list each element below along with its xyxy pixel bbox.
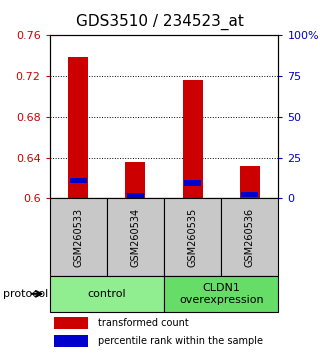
Bar <box>68 57 88 198</box>
Bar <box>221 198 278 276</box>
Text: GSM260534: GSM260534 <box>131 207 140 267</box>
Bar <box>54 317 89 329</box>
Bar <box>70 178 87 183</box>
Text: percentile rank within the sample: percentile rank within the sample <box>98 336 263 346</box>
Bar <box>50 198 107 276</box>
Bar <box>240 166 260 198</box>
Text: control: control <box>87 289 126 299</box>
Text: GSM260535: GSM260535 <box>188 207 198 267</box>
Bar <box>125 161 145 198</box>
Bar <box>241 192 258 197</box>
Bar <box>184 181 201 185</box>
Bar <box>107 198 164 276</box>
Bar <box>50 276 164 312</box>
Text: protocol: protocol <box>3 289 48 299</box>
Text: CLDN1
overexpression: CLDN1 overexpression <box>179 283 263 305</box>
Bar <box>164 198 221 276</box>
Text: GDS3510 / 234523_at: GDS3510 / 234523_at <box>76 14 244 30</box>
Bar <box>164 276 278 312</box>
Text: transformed count: transformed count <box>98 318 188 328</box>
Bar <box>183 80 203 198</box>
Text: GSM260533: GSM260533 <box>73 207 83 267</box>
Bar <box>127 193 144 198</box>
Bar <box>54 335 89 347</box>
Text: GSM260536: GSM260536 <box>245 207 255 267</box>
